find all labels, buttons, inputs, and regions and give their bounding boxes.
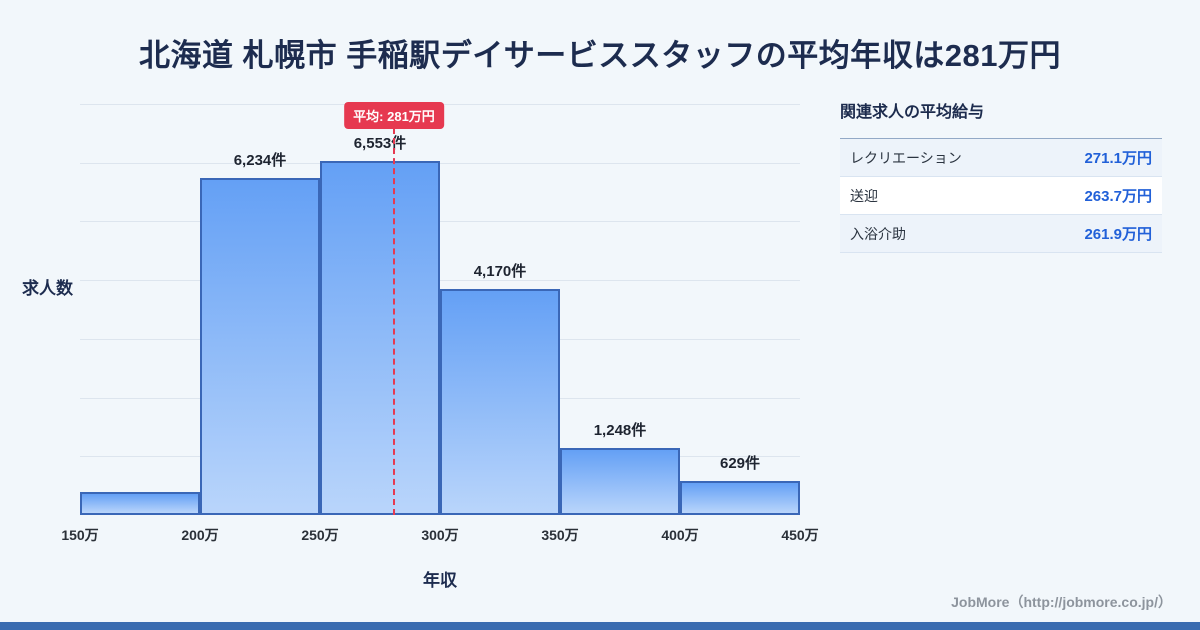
- bar-value-label: 629件: [719, 455, 761, 472]
- row-value: 261.9万円: [1084, 226, 1152, 243]
- salary-table: レクリエーション 271.1万円 送迎 263.7万円 入浴介助 261.9万円: [840, 138, 1162, 253]
- x-tick-label: 150万: [61, 527, 99, 543]
- bottom-accent-bar: [0, 622, 1200, 630]
- row-value: 263.7万円: [1084, 188, 1152, 205]
- histogram-bar: [200, 178, 320, 515]
- gridline: [80, 280, 800, 281]
- x-tick-label: 400万: [661, 527, 699, 543]
- row-value: 271.1万円: [1084, 150, 1152, 167]
- row-label: レクリエーション: [850, 149, 962, 166]
- related-jobs-panel: 関連求人の平均給与 レクリエーション 271.1万円 送迎 263.7万円 入浴…: [840, 98, 1162, 253]
- average-line: [393, 128, 395, 515]
- gridline: [80, 221, 800, 222]
- bar-value-label: 1,248件: [593, 422, 647, 439]
- row-label: 入浴介助: [850, 225, 906, 242]
- histogram-bar: [320, 161, 440, 515]
- table-row: 入浴介助 261.9万円: [840, 215, 1162, 253]
- x-tick-label: 250万: [301, 527, 339, 543]
- x-tick-label: 350万: [541, 527, 579, 543]
- gridline: [80, 163, 800, 164]
- page-title: 北海道 札幌市 手稲駅デイサービススタッフの平均年収は281万円: [139, 38, 1061, 73]
- bar-value-label: 6,553件: [353, 135, 407, 152]
- table-row: 送迎 263.7万円: [840, 177, 1162, 215]
- histogram-bar: [680, 481, 800, 515]
- row-label: 送迎: [850, 187, 878, 204]
- table-row: レクリエーション 271.1万円: [840, 139, 1162, 177]
- bar-value-label: 4,170件: [473, 263, 527, 280]
- panel-title: 関連求人の平均給与: [840, 104, 985, 121]
- average-badge: 平均: 281万円: [344, 102, 444, 129]
- x-tick-label: 300万: [421, 527, 459, 543]
- histogram-bar: [80, 492, 200, 515]
- histogram-bar: [440, 289, 560, 515]
- plot-area: 平均: 281万円 6,234件 6,553件 4,170件 1,248件 629件 15…: [61, 102, 819, 543]
- histogram-bar: [560, 448, 680, 515]
- y-axis-label: 求人数: [22, 279, 73, 298]
- x-tick-label: 450万: [781, 527, 819, 543]
- x-axis-label: 年収: [423, 571, 457, 590]
- footer-credit: JobMore（http://jobmore.co.jp/）: [951, 594, 1172, 610]
- x-tick-label: 200万: [181, 527, 219, 543]
- bar-value-label: 6,234件: [233, 152, 287, 169]
